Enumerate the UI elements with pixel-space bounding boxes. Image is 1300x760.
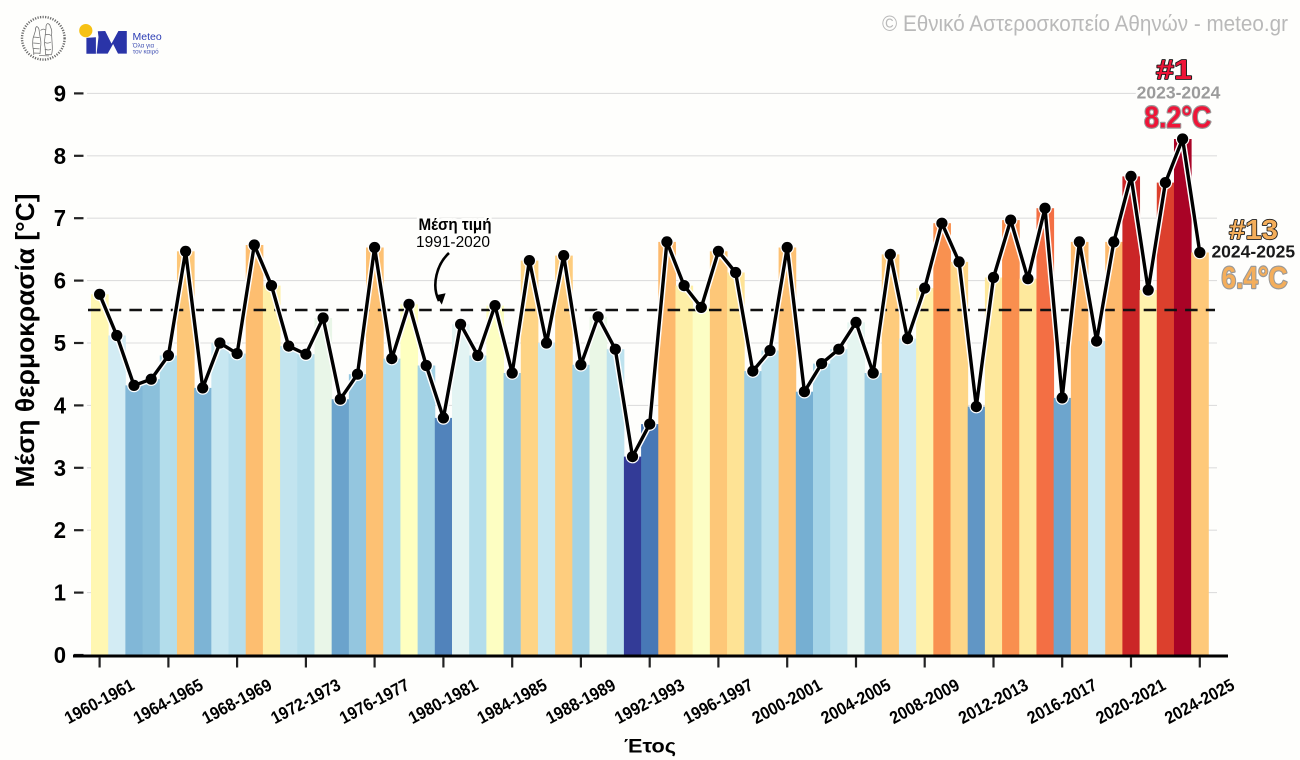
- svg-text:3: 3: [54, 455, 66, 481]
- svg-text:Μέση τιμή: Μέση τιμή: [419, 216, 492, 234]
- svg-text:6.4°C: 6.4°C: [1222, 260, 1288, 295]
- svg-text:2023-2024: 2023-2024: [1137, 83, 1221, 103]
- svg-text:6: 6: [54, 268, 66, 294]
- svg-text:Έτος: Έτος: [624, 736, 676, 758]
- svg-text:4: 4: [54, 392, 66, 418]
- svg-text:8.2°C: 8.2°C: [1144, 100, 1211, 135]
- svg-text:0: 0: [54, 642, 66, 668]
- svg-text:8: 8: [54, 143, 66, 169]
- svg-text:τον καιρό: τον καιρό: [133, 48, 159, 56]
- svg-text:#1: #1: [1156, 54, 1192, 85]
- svg-text:© Εθνικό Αστεροσκοπείο Αθηνών: © Εθνικό Αστεροσκοπείο Αθηνών - meteo.gr: [882, 11, 1288, 36]
- svg-text:1991-2020: 1991-2020: [416, 234, 490, 251]
- svg-text:#13: #13: [1229, 214, 1278, 245]
- svg-text:Μέση θερμοκρασία [°C]: Μέση θερμοκρασία [°C]: [10, 194, 40, 488]
- svg-text:2: 2: [54, 517, 66, 543]
- svg-text:Meteo: Meteo: [133, 31, 162, 43]
- svg-text:5: 5: [54, 330, 66, 356]
- svg-text:9: 9: [54, 80, 66, 106]
- svg-text:2024-2025: 2024-2025: [1211, 242, 1295, 262]
- svg-text:7: 7: [54, 205, 66, 231]
- svg-text:1: 1: [54, 580, 66, 606]
- svg-text:Όλα για: Όλα για: [132, 43, 155, 50]
